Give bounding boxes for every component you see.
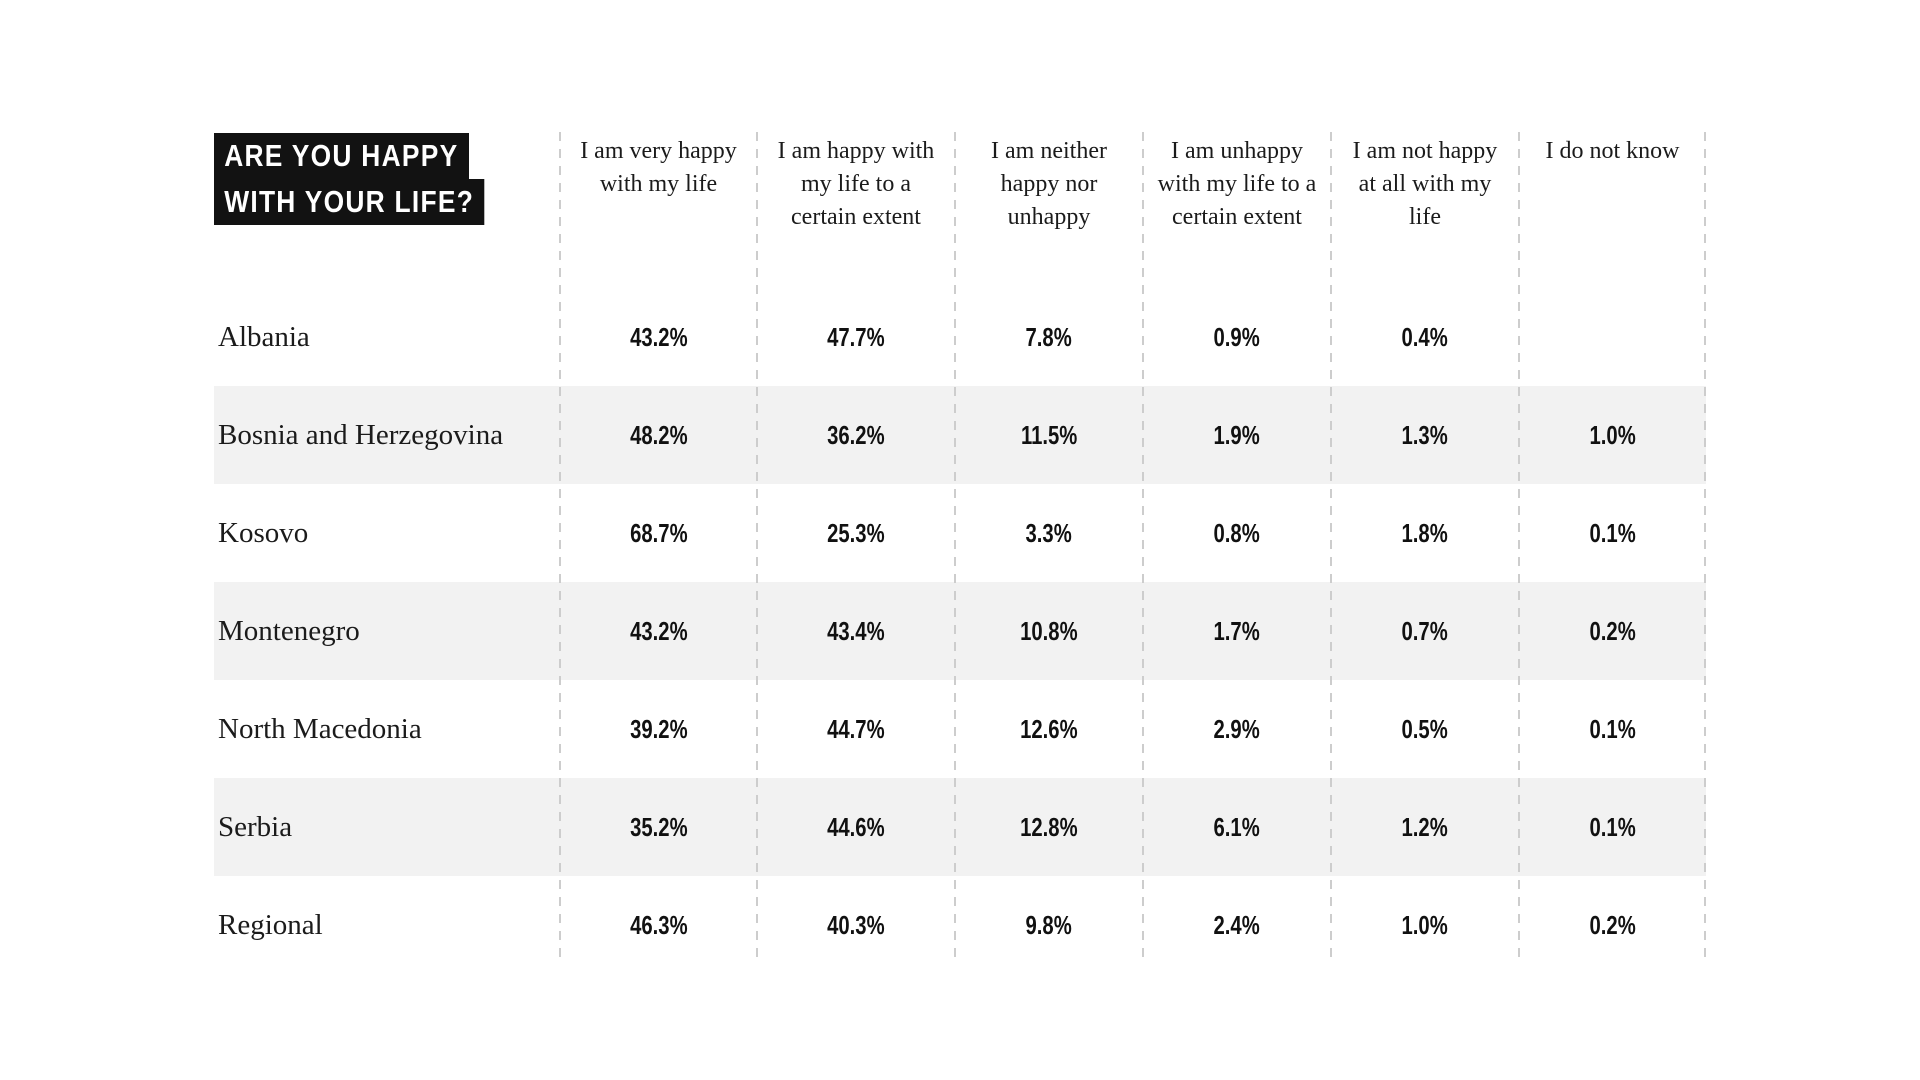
- row-label: Serbia: [218, 810, 293, 843]
- table-cell: 10.8%: [1020, 615, 1078, 646]
- table-cell: 0.2%: [1589, 909, 1636, 940]
- table-title-line1: ARE YOU HAPPY: [214, 133, 560, 179]
- table-cell: 39.2%: [629, 713, 688, 744]
- table-cell: 48.2%: [629, 419, 688, 450]
- column-header-not-happy-atall: I am not happy at all with my life: [1352, 138, 1498, 230]
- table-cell: 47.7%: [827, 321, 885, 352]
- table-title-line2: WITH YOUR LIFE?: [214, 179, 560, 225]
- table-row-north-macedonia: North Macedonia 39.2% 44.7% 12.6% 2.9% 0…: [214, 680, 1706, 778]
- table-row-regional: Regional 46.3% 40.3% 9.8% 2.4% 1.0% 0.2%: [214, 876, 1706, 974]
- row-label: Regional: [218, 908, 323, 941]
- column-divider: [1142, 132, 1144, 962]
- table-cell: 43.2%: [629, 615, 688, 646]
- table-cell: 44.6%: [827, 811, 885, 842]
- table-cell: 0.4%: [1401, 321, 1449, 352]
- table-cell: 0.5%: [1401, 713, 1449, 744]
- table-cell: 1.2%: [1401, 811, 1449, 842]
- survey-table: ARE YOU HAPPY WITH YOUR LIFE? I am very …: [214, 110, 1706, 974]
- table-cell: 12.6%: [1020, 713, 1078, 744]
- table-cell: 1.9%: [1213, 419, 1261, 450]
- table-cell: 1.3%: [1401, 419, 1449, 450]
- table-title: ARE YOU HAPPY WITH YOUR LIFE?: [214, 110, 560, 288]
- table-cell: 43.4%: [827, 615, 885, 646]
- column-divider: [1330, 132, 1332, 962]
- row-label: Albania: [218, 320, 310, 353]
- table-row-montenegro: Montenegro 43.2% 43.4% 10.8% 1.7% 0.7% 0…: [214, 582, 1706, 680]
- table-cell: 46.3%: [629, 909, 688, 940]
- table-cell: 1.0%: [1401, 909, 1449, 940]
- column-header-unhappy-extent: I am unhappy with my life to a certain e…: [1157, 138, 1317, 230]
- table-cell: 1.7%: [1213, 615, 1261, 646]
- table-cell: 43.2%: [629, 321, 688, 352]
- table-cell: 12.8%: [1020, 811, 1078, 842]
- table-cell: 0.1%: [1589, 811, 1636, 842]
- table-row-serbia: Serbia 35.2% 44.6% 12.8% 6.1% 1.2% 0.1%: [214, 778, 1706, 876]
- table-cell: 0.9%: [1213, 321, 1261, 352]
- table-cell: 2.9%: [1213, 713, 1261, 744]
- table-cell: [1519, 288, 1706, 386]
- table-cell: 0.2%: [1589, 615, 1636, 646]
- table-cell: 1.8%: [1401, 517, 1449, 548]
- row-label: North Macedonia: [218, 712, 422, 745]
- table-cell: 1.0%: [1589, 419, 1636, 450]
- row-label: Montenegro: [218, 614, 360, 647]
- row-label: Bosnia and Herzegovina: [218, 418, 504, 451]
- row-label: Kosovo: [218, 516, 309, 549]
- column-header-do-not-know: I do not know: [1545, 138, 1680, 164]
- column-divider: [756, 132, 758, 962]
- column-header-neither: I am neither happy nor unhappy: [991, 138, 1107, 230]
- table-cell: 0.7%: [1401, 615, 1449, 646]
- column-divider: [1518, 132, 1520, 962]
- table-cell: 9.8%: [1025, 909, 1073, 940]
- column-header-happy-extent: I am happy with my life to a certain ext…: [777, 138, 935, 230]
- table-cell: 3.3%: [1025, 517, 1073, 548]
- table-cell: 0.8%: [1213, 517, 1261, 548]
- column-divider: [1704, 132, 1706, 962]
- table-cell: 6.1%: [1213, 811, 1261, 842]
- table-cell: 0.1%: [1589, 517, 1636, 548]
- table-cell: 35.2%: [629, 811, 688, 842]
- table-cell: 2.4%: [1213, 909, 1261, 940]
- column-divider: [559, 132, 561, 962]
- table-cell: 44.7%: [827, 713, 885, 744]
- table-cell: 7.8%: [1025, 321, 1073, 352]
- table-cell: 11.5%: [1020, 419, 1078, 450]
- table-row-bosnia: Bosnia and Herzegovina 48.2% 36.2% 11.5%…: [214, 386, 1706, 484]
- table-cell: 40.3%: [827, 909, 885, 940]
- table-header-row: ARE YOU HAPPY WITH YOUR LIFE? I am very …: [214, 110, 1706, 288]
- column-divider: [954, 132, 956, 962]
- table-cell: 68.7%: [629, 517, 688, 548]
- column-header-very-happy: I am very happy with my life: [580, 138, 737, 197]
- table-row-albania: Albania 43.2% 47.7% 7.8% 0.9% 0.4%: [214, 288, 1706, 386]
- table-cell: 0.1%: [1589, 713, 1636, 744]
- table-cell: 25.3%: [827, 517, 885, 548]
- table-cell: 36.2%: [827, 419, 885, 450]
- table-row-kosovo: Kosovo 68.7% 25.3% 3.3% 0.8% 1.8% 0.1%: [214, 484, 1706, 582]
